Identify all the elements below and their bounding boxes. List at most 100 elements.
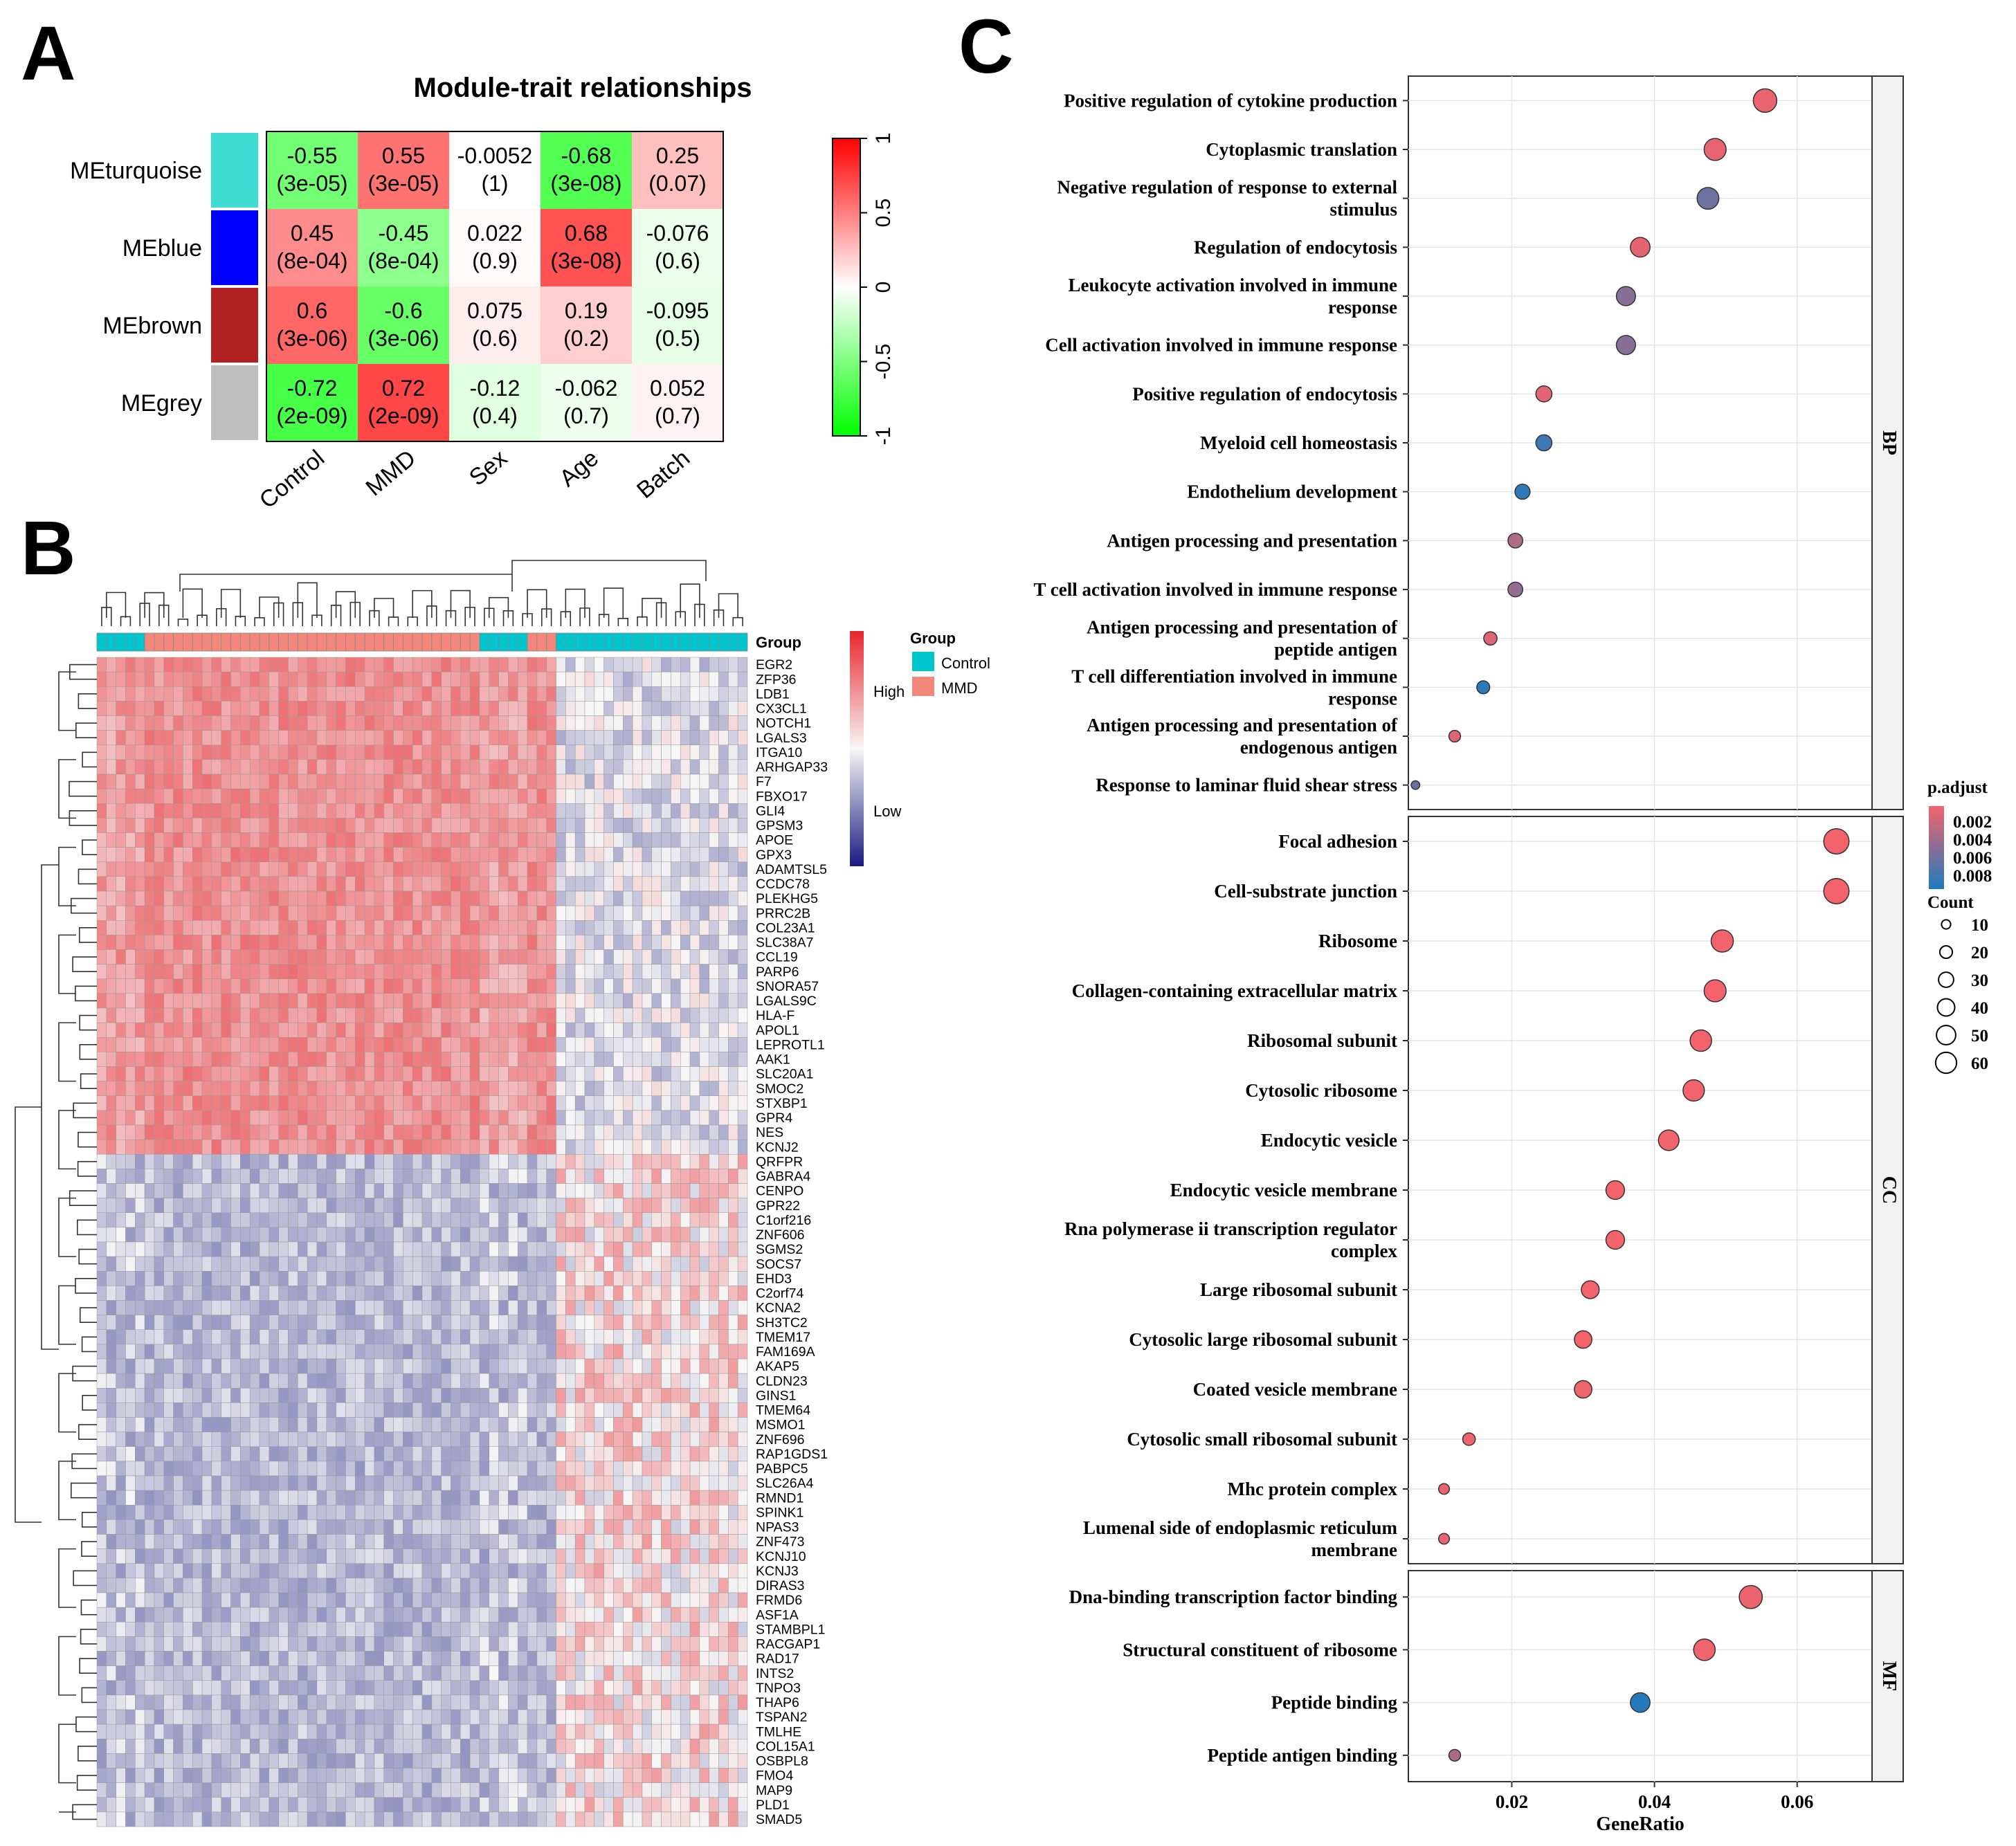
expression-cell xyxy=(269,1271,279,1286)
expression-cell xyxy=(556,1607,566,1623)
expression-cell xyxy=(546,1651,556,1666)
expression-cell xyxy=(689,1241,700,1257)
expression-cell xyxy=(594,1315,604,1330)
expression-cell xyxy=(269,1578,279,1593)
expression-cell xyxy=(469,905,480,921)
expression-cell xyxy=(383,686,394,702)
expression-cell xyxy=(183,1037,193,1052)
expression-cell xyxy=(661,1490,671,1506)
expression-cell xyxy=(603,788,614,804)
expression-cell xyxy=(269,1607,279,1623)
expression-cell xyxy=(689,744,700,760)
expression-cell xyxy=(451,1256,461,1272)
expression-cell xyxy=(594,1636,604,1652)
expression-cell xyxy=(661,905,671,921)
expression-cell xyxy=(469,1037,480,1052)
expression-cell xyxy=(556,671,566,687)
expression-cell xyxy=(412,1169,423,1184)
expression-cell xyxy=(135,1578,145,1593)
expression-cell xyxy=(632,803,643,819)
expression-cell xyxy=(536,1417,547,1432)
expression-cell xyxy=(144,744,155,760)
expression-cell xyxy=(230,847,241,862)
expression-cell xyxy=(364,1154,375,1169)
expression-cell xyxy=(489,1169,499,1184)
expression-cell xyxy=(96,1022,107,1038)
expression-cell xyxy=(326,1563,336,1579)
expression-cell xyxy=(565,876,576,892)
expression-cell xyxy=(240,1227,251,1243)
expression-cell xyxy=(680,1344,691,1360)
expression-cell xyxy=(469,964,480,979)
group-annotation-cell xyxy=(106,632,117,652)
expression-cell xyxy=(374,1329,384,1345)
expression-cell xyxy=(517,1271,528,1286)
expression-cell xyxy=(354,1256,365,1272)
correlation-cell xyxy=(266,131,358,209)
expression-cell xyxy=(288,935,298,950)
expression-cell xyxy=(718,1081,729,1096)
expression-cell xyxy=(354,1198,365,1213)
expression-cell xyxy=(546,1344,556,1360)
expression-cell xyxy=(201,1651,212,1666)
expression-cell xyxy=(116,920,126,935)
expression-cell xyxy=(527,978,538,994)
expression-cell xyxy=(345,832,356,848)
expression-cell xyxy=(298,993,308,1009)
expression-cell xyxy=(316,1300,327,1315)
expression-cell xyxy=(230,1563,241,1579)
expression-cell xyxy=(269,1066,279,1081)
expression-cell xyxy=(354,671,365,687)
expression-cell xyxy=(489,788,499,804)
expression-cell xyxy=(163,803,174,819)
expression-cell xyxy=(556,1358,566,1374)
expression-cell xyxy=(192,1505,203,1520)
expression-cell xyxy=(393,1636,403,1652)
expression-cell xyxy=(642,1519,653,1535)
expression-cell xyxy=(508,1256,518,1272)
expression-cell xyxy=(546,1095,556,1111)
expression-cell xyxy=(106,774,116,789)
expression-cell xyxy=(163,964,174,979)
expression-cell xyxy=(517,715,528,731)
expression-cell xyxy=(498,759,509,775)
expression-cell xyxy=(498,1461,509,1477)
expression-cell xyxy=(441,1578,451,1593)
expression-cell xyxy=(135,1052,145,1067)
expression-cell xyxy=(259,701,270,716)
expression-cell xyxy=(728,1183,738,1198)
expression-cell xyxy=(517,832,528,848)
expression-cell xyxy=(517,1081,528,1096)
expression-cell xyxy=(249,1505,260,1520)
expression-cell xyxy=(259,1095,270,1111)
expression-cell xyxy=(192,905,203,921)
expression-cell xyxy=(709,1563,719,1579)
expression-cell xyxy=(536,1271,547,1286)
correlation-cell xyxy=(632,286,723,364)
expression-cell xyxy=(154,759,165,775)
expression-cell xyxy=(498,744,509,760)
expression-cell xyxy=(536,1169,547,1184)
correlation-value: 0.25 xyxy=(656,143,699,168)
expression-cell xyxy=(278,1037,289,1052)
expression-cell xyxy=(336,1446,346,1462)
expression-cell xyxy=(354,949,365,965)
expression-cell xyxy=(345,861,356,877)
expression-cell xyxy=(307,1622,318,1637)
group-annotation-cell xyxy=(192,632,203,652)
expression-cell xyxy=(718,1095,729,1111)
expression-cell xyxy=(163,1563,174,1579)
expression-cell xyxy=(326,1154,336,1169)
expression-cell xyxy=(556,701,566,716)
expression-cell xyxy=(249,1446,260,1462)
expression-cell xyxy=(211,890,221,906)
expression-cell xyxy=(508,759,518,775)
expression-cell xyxy=(737,1241,748,1257)
expression-cell xyxy=(623,1622,633,1637)
expression-cell xyxy=(374,1519,384,1535)
expression-cell xyxy=(364,1212,375,1228)
expression-cell xyxy=(230,1154,241,1169)
expression-cell xyxy=(508,1241,518,1257)
expression-cell xyxy=(163,1227,174,1243)
expression-cell xyxy=(298,920,308,935)
